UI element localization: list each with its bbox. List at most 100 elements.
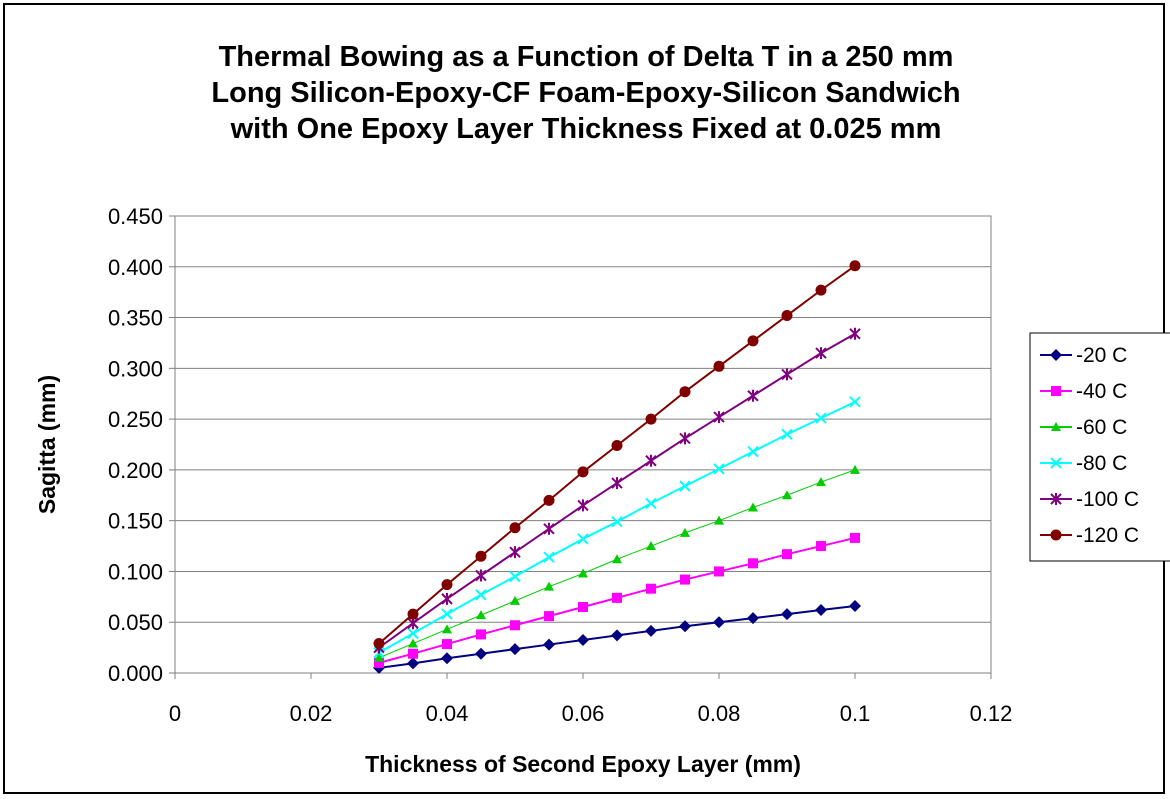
data-point	[475, 569, 487, 582]
data-point	[815, 604, 827, 617]
data-point	[849, 260, 861, 272]
y-axis-ticks: 0.000 0.050 0.100 0.150 0.200 0.250 0.300 0.350…	[108, 204, 175, 686]
legend-item: -80 C	[1040, 452, 1127, 475]
data-point	[510, 620, 520, 631]
data-point	[543, 638, 555, 651]
legend-marker	[1051, 386, 1061, 396]
data-point	[679, 432, 691, 445]
data-point	[509, 643, 521, 656]
chart-title: Thermal Bowing as a Function of Delta T …	[5, 39, 1167, 147]
legend-marker	[1051, 422, 1061, 431]
data-point	[747, 612, 759, 625]
data-point	[747, 335, 759, 347]
series-3	[373, 396, 861, 659]
data-point	[612, 554, 622, 564]
legend-item: -20 C	[1040, 344, 1127, 367]
y-tick-label: 0.250	[108, 407, 163, 432]
data-point	[645, 413, 657, 425]
series-1	[374, 532, 860, 668]
legend-item: -40 C	[1040, 380, 1127, 403]
series-5	[373, 260, 861, 650]
legend-marker	[1050, 457, 1062, 469]
data-point	[645, 497, 657, 510]
x-tick-label: 0.06	[562, 701, 605, 726]
data-point	[408, 648, 418, 659]
data-point	[781, 310, 793, 322]
data-point	[714, 566, 724, 577]
data-point	[611, 629, 623, 642]
chart-title-line-2: Long Silicon-Epoxy-CF Foam-Epoxy-Silicon…	[211, 77, 961, 109]
data-point	[782, 549, 792, 560]
legend-item: -100 C	[1040, 488, 1139, 511]
data-point	[476, 629, 486, 640]
data-point	[850, 532, 860, 543]
data-point	[680, 574, 690, 585]
data-point	[815, 284, 827, 296]
data-point	[543, 522, 555, 535]
data-point	[645, 624, 657, 637]
data-point	[611, 515, 623, 528]
y-tick-label: 0.150	[108, 509, 163, 534]
legend-item: -120 C	[1040, 524, 1139, 547]
y-tick-label: 0.350	[108, 306, 163, 331]
data-point	[679, 386, 691, 398]
data-point	[611, 440, 623, 452]
data-point	[645, 454, 657, 467]
x-tick-label: 0.1	[840, 701, 871, 726]
data-point	[407, 657, 419, 670]
y-tick-label: 0.300	[108, 356, 163, 381]
series-0	[373, 599, 861, 674]
data-point	[747, 389, 759, 402]
data-point	[748, 558, 758, 569]
data-point	[612, 592, 622, 603]
data-point	[373, 638, 385, 650]
chart-title-line-3: with One Epoxy Layer Thickness Fixed at …	[230, 113, 942, 145]
data-point	[543, 494, 555, 506]
data-point	[577, 499, 589, 512]
x-axis-ticks: 0 0.02 0.04 0.06 0.08 0.1 0.12	[169, 673, 1013, 726]
data-point	[544, 581, 554, 591]
y-tick-label: 0.000	[108, 661, 163, 686]
series-group	[373, 260, 861, 674]
data-point	[713, 463, 725, 475]
data-point	[714, 515, 724, 525]
data-point	[713, 411, 725, 424]
data-point	[679, 480, 691, 492]
data-point	[475, 647, 487, 660]
data-point	[408, 638, 418, 648]
data-point	[713, 360, 725, 372]
y-tick-label: 0.050	[108, 610, 163, 635]
y-tick-label: 0.400	[108, 255, 163, 280]
x-tick-label: 0.08	[698, 701, 741, 726]
data-point	[578, 601, 588, 612]
legend-box	[1029, 332, 1170, 562]
legend-item: -60 C	[1040, 416, 1127, 439]
data-point	[713, 616, 725, 629]
legend-label: -40 C	[1076, 380, 1127, 403]
data-point	[781, 368, 793, 381]
data-point	[679, 620, 691, 633]
data-point	[509, 546, 521, 559]
data-point	[611, 477, 623, 490]
data-point	[475, 589, 487, 601]
data-point	[441, 579, 453, 591]
x-axis-label: Thickness of Second Epoxy Layer (mm)	[365, 751, 801, 777]
data-point	[577, 633, 589, 646]
data-point	[849, 327, 861, 340]
data-point	[374, 657, 384, 668]
data-point	[680, 527, 690, 537]
y-tick-label: 0.450	[108, 204, 163, 229]
data-point	[577, 466, 589, 478]
x-tick-label: 0	[169, 701, 181, 726]
data-point	[510, 595, 520, 605]
y-tick-label: 0.100	[108, 559, 163, 584]
legend-marker	[1050, 349, 1062, 361]
data-point	[442, 639, 452, 650]
legend-label: -100 C	[1076, 488, 1139, 511]
data-point	[509, 522, 521, 534]
data-point	[781, 608, 793, 621]
x-tick-label: 0.12	[970, 701, 1013, 726]
data-point	[476, 610, 486, 620]
data-point	[849, 599, 861, 612]
data-point	[544, 611, 554, 622]
